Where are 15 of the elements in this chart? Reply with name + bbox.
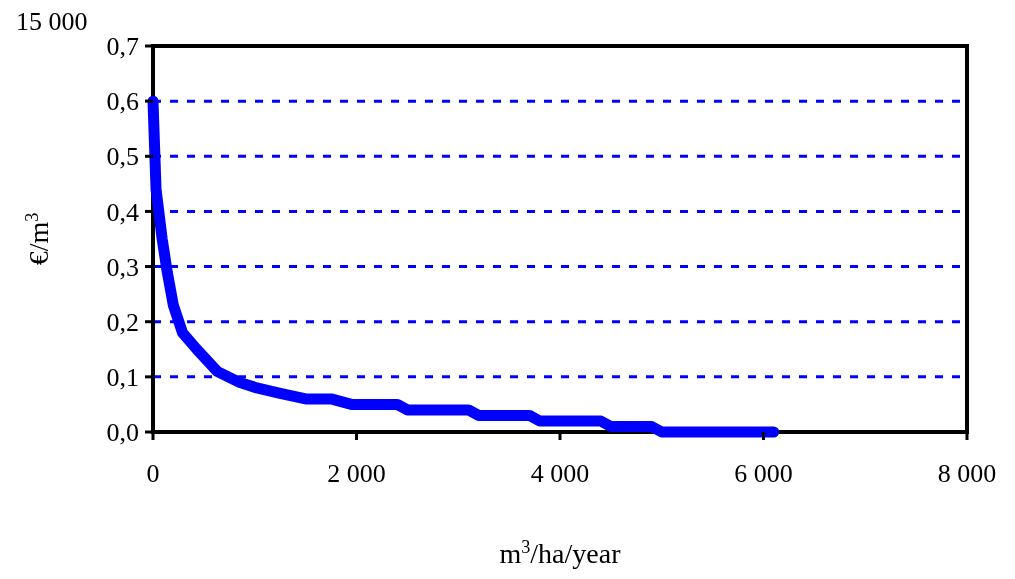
- y-tick-label: 0,0: [106, 418, 139, 448]
- x-tick-label: 0: [146, 459, 160, 488]
- y-tick-label: 0,4: [106, 197, 139, 227]
- y-tick-label: 0,6: [106, 87, 139, 117]
- y-tick-label: 0,5: [106, 142, 139, 172]
- x-tick-label: 6 000: [734, 459, 793, 488]
- y-tick-label: 0,7: [106, 32, 139, 62]
- x-tick-label: 2 000: [327, 459, 386, 488]
- text: 15 000: [16, 7, 88, 36]
- y-tick-label: 0,1: [106, 362, 139, 392]
- y-tick-label: 0,2: [106, 307, 139, 337]
- x-tick-label: 8 000: [937, 459, 997, 488]
- y-tick-label: 0,3: [106, 252, 139, 282]
- x-axis-title: m$^{3}$/ha/year: [499, 537, 622, 569]
- x-tick-label: 4 000: [530, 459, 590, 488]
